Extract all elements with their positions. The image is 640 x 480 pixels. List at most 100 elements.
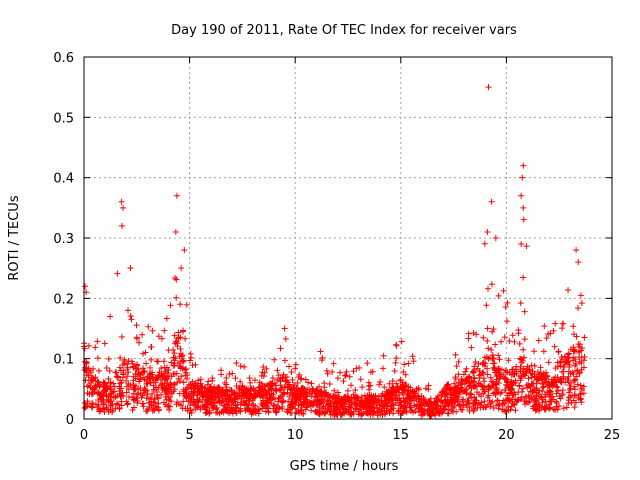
data-point — [173, 294, 180, 301]
data-point — [409, 394, 416, 401]
data-point — [570, 331, 577, 338]
data-point — [313, 388, 320, 395]
data-point — [116, 364, 123, 371]
data-point — [90, 375, 97, 382]
data-point — [139, 331, 146, 338]
data-point — [107, 313, 114, 320]
data-point — [130, 373, 137, 380]
data-point — [502, 408, 509, 415]
data-point — [198, 383, 205, 390]
data-point — [386, 393, 393, 400]
data-point — [489, 328, 496, 335]
data-point — [421, 406, 428, 413]
data-point — [316, 400, 323, 407]
data-point — [528, 362, 535, 369]
data-point — [165, 347, 172, 354]
data-point — [433, 396, 440, 403]
data-point — [521, 397, 528, 404]
data-point — [346, 373, 353, 380]
data-point — [284, 408, 291, 415]
data-point — [572, 399, 579, 406]
data-point — [517, 377, 524, 384]
data-point — [117, 380, 124, 387]
data-point — [119, 389, 126, 396]
data-point — [531, 362, 538, 369]
data-point — [535, 337, 542, 344]
data-point — [401, 408, 408, 415]
data-point — [378, 408, 385, 415]
data-point — [282, 377, 289, 384]
data-point — [125, 358, 132, 365]
data-point — [427, 411, 434, 418]
data-point — [466, 404, 473, 411]
data-point — [149, 327, 156, 334]
data-point — [444, 401, 451, 408]
data-point — [317, 387, 324, 394]
data-point — [569, 392, 576, 399]
data-point — [89, 374, 96, 381]
data-point — [502, 303, 509, 310]
data-point — [184, 405, 191, 412]
data-point — [158, 391, 165, 398]
data-point — [324, 370, 331, 377]
data-point — [97, 392, 104, 399]
data-point — [359, 403, 366, 410]
x-tick-label: 15 — [393, 428, 410, 443]
data-point — [280, 371, 287, 378]
data-point — [170, 354, 177, 361]
data-point — [189, 378, 196, 385]
data-point — [94, 378, 101, 385]
data-point — [445, 410, 452, 417]
data-point — [215, 398, 222, 405]
data-point — [511, 401, 518, 408]
data-point — [570, 348, 577, 355]
data-point — [114, 392, 121, 399]
data-point — [511, 389, 518, 396]
data-point — [269, 375, 276, 382]
data-point — [197, 376, 204, 383]
data-point — [560, 405, 567, 412]
data-point — [167, 302, 174, 309]
data-point — [103, 404, 110, 411]
data-point — [485, 84, 492, 91]
data-point — [103, 364, 110, 371]
data-point — [173, 401, 180, 408]
data-point — [182, 335, 189, 342]
data-point — [81, 358, 88, 365]
data-point — [120, 367, 127, 374]
data-point — [484, 394, 491, 401]
y-tick-label: 0.5 — [53, 111, 74, 126]
data-point — [557, 395, 564, 402]
data-point — [511, 338, 518, 345]
data-point — [271, 403, 278, 410]
data-point — [577, 390, 584, 397]
data-point — [119, 374, 126, 381]
data-point — [392, 392, 399, 399]
data-point — [341, 400, 348, 407]
data-point — [153, 384, 160, 391]
data-point — [505, 357, 512, 364]
data-point — [574, 305, 581, 312]
data-point — [435, 409, 442, 416]
data-point — [146, 375, 153, 382]
data-point — [158, 335, 165, 342]
data-point — [243, 390, 250, 397]
data-point — [159, 372, 166, 379]
data-point — [411, 402, 418, 409]
data-point — [494, 372, 501, 379]
data-point — [293, 397, 300, 404]
data-point — [124, 401, 131, 408]
data-point — [289, 386, 296, 393]
data-point — [574, 381, 581, 388]
data-point — [532, 397, 539, 404]
y-tick-label: 0.2 — [53, 292, 74, 307]
data-point — [462, 368, 469, 375]
data-point — [269, 395, 276, 402]
data-point — [405, 360, 412, 367]
data-point — [165, 384, 172, 391]
data-point — [163, 315, 170, 322]
data-point — [319, 405, 326, 412]
data-point — [127, 265, 134, 272]
data-point — [204, 401, 211, 408]
data-point — [570, 371, 577, 378]
